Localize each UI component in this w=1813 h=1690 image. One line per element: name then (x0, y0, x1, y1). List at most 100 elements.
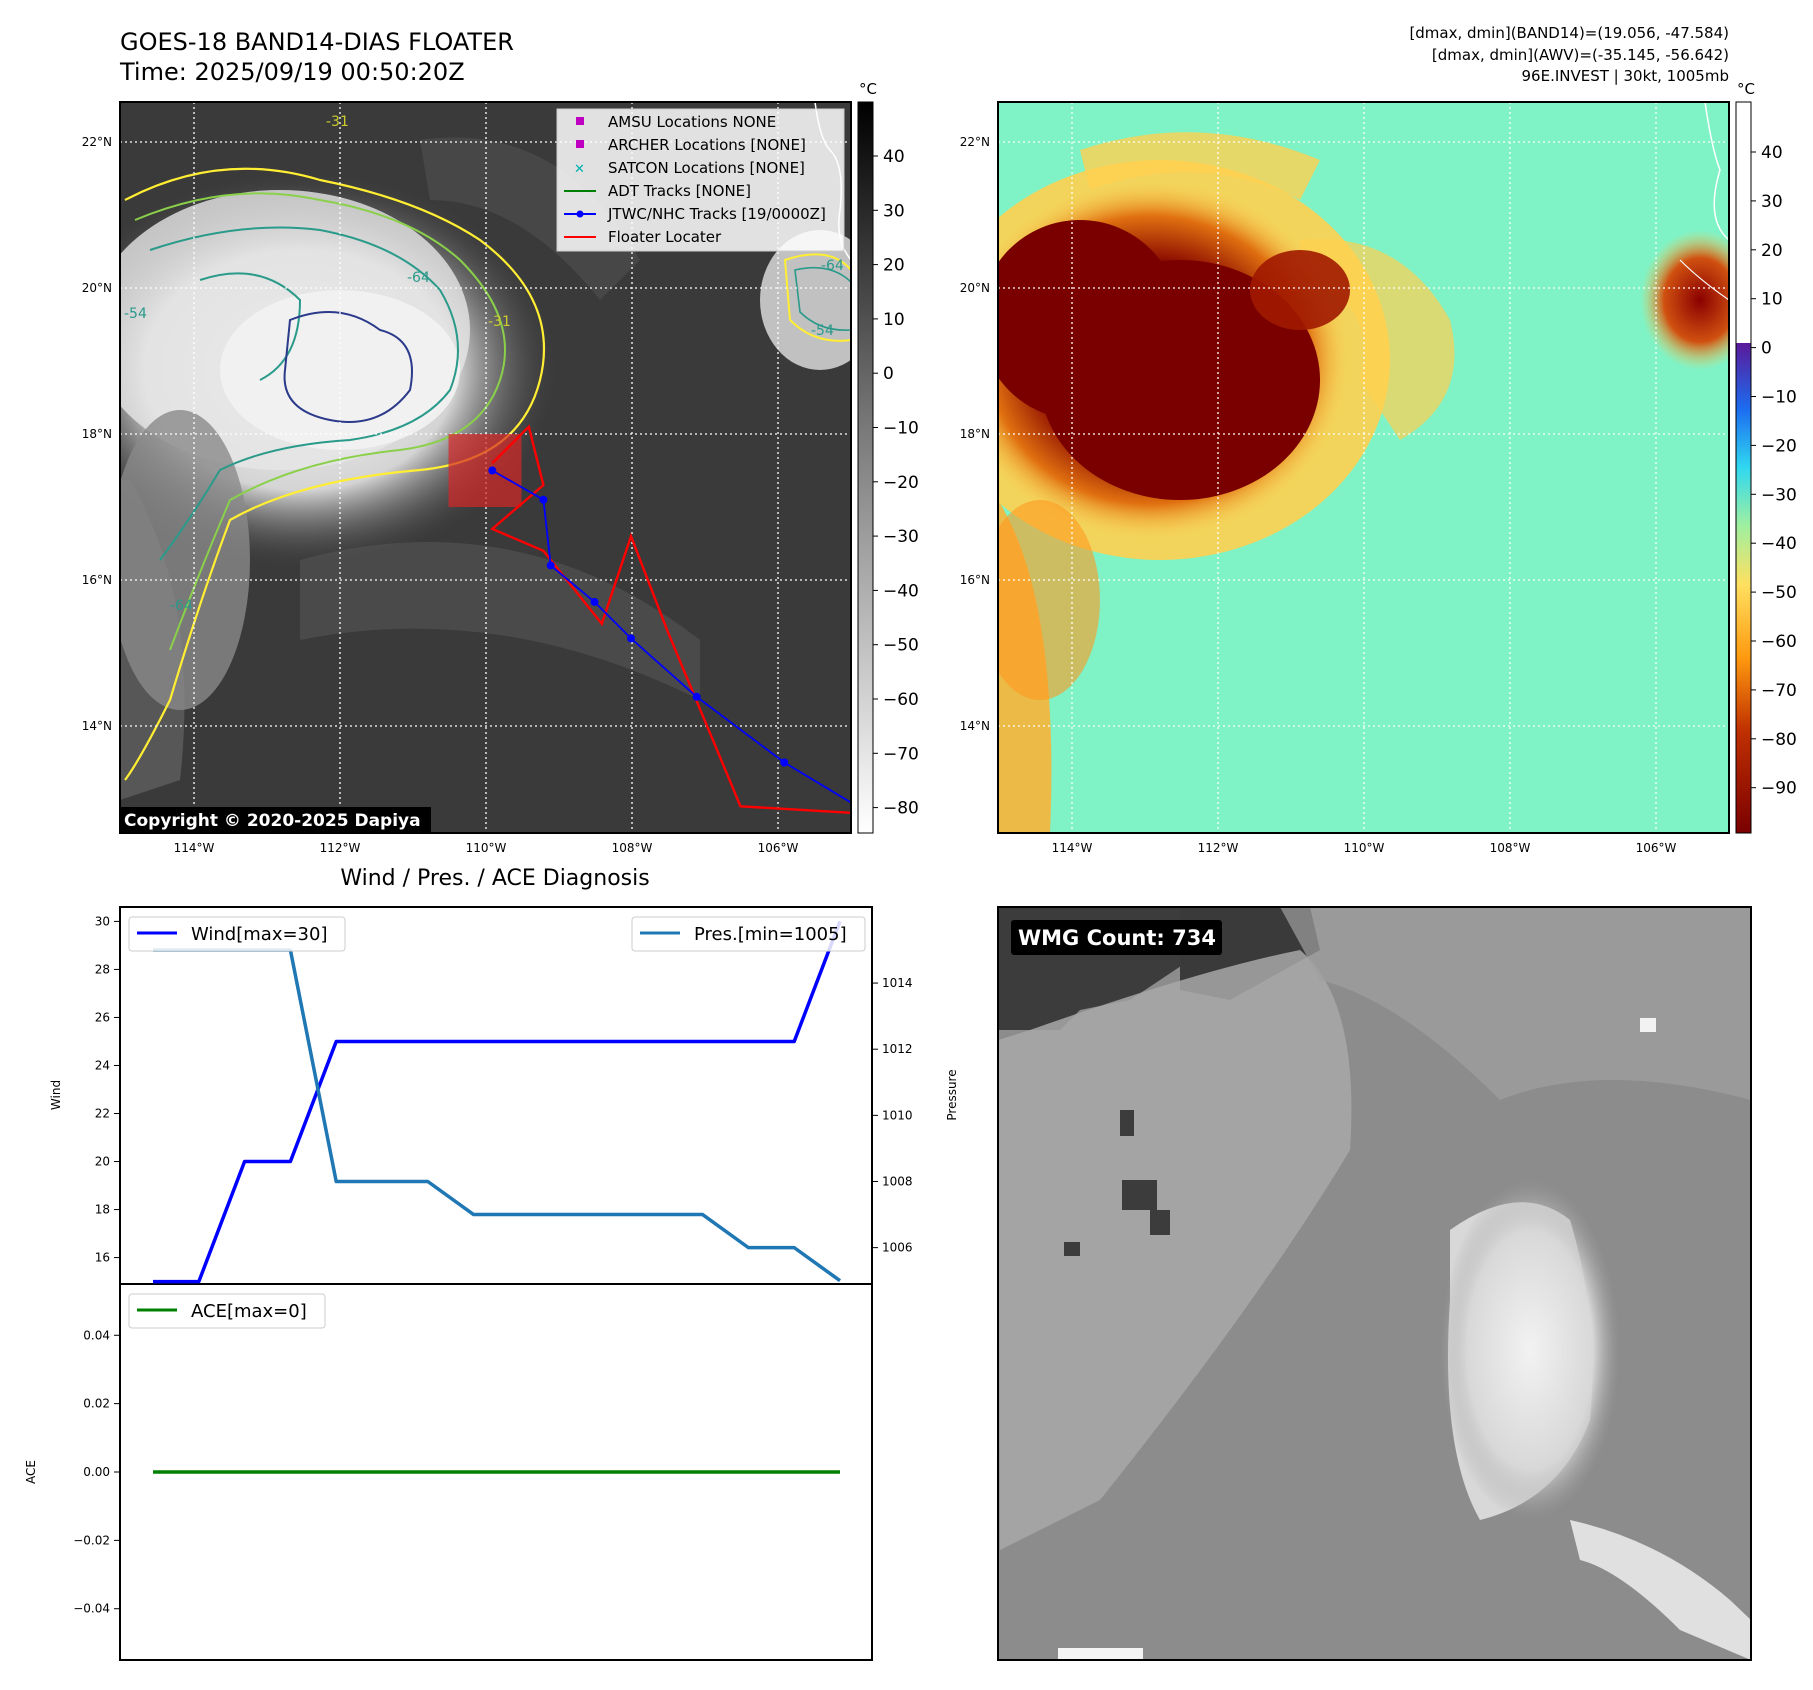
ace-legend: ACE[max=0] (128, 1293, 326, 1329)
axis-tick-label: 1010 (882, 1108, 913, 1122)
lon-label: 108°W (612, 841, 653, 855)
colorbar-tick-label: 0 (1761, 339, 1772, 359)
colorbar-tick-label: −30 (1761, 485, 1797, 505)
contour-label: -54 (811, 323, 834, 339)
colorbar-tick-label: −20 (1761, 436, 1797, 456)
colorbar-tick-label: −50 (883, 636, 919, 656)
archer-marker (576, 140, 584, 148)
ace-ylabel: ACE (24, 1460, 38, 1484)
axis-tick-label: −0.04 (73, 1602, 110, 1616)
colorbar-tick-label: 10 (1761, 290, 1783, 310)
lat-label: 20°N (82, 281, 112, 295)
lat-label: 22°N (960, 135, 990, 149)
axis-tick-label: 20 (95, 1155, 110, 1169)
info-band14: [dmax, dmin](BAND14)=(19.056, -47.584) (1409, 24, 1729, 42)
axis-tick-label: 0.04 (83, 1328, 110, 1342)
lon-label: 110°W (466, 841, 507, 855)
axis-tick-label: 0.02 (83, 1397, 110, 1411)
lat-label: 14°N (960, 719, 990, 733)
axis-tick-label: 1014 (882, 976, 913, 990)
axis-tick-label: −0.02 (73, 1533, 110, 1547)
lon-label: 112°W (1198, 841, 1239, 855)
jtwc-point (780, 758, 789, 767)
colorbar-tick-label: −80 (883, 799, 919, 819)
floater-line (490, 424, 851, 815)
colorbar-tick-label: 10 (883, 310, 905, 330)
wind-legend: Wind[max=30] (128, 916, 346, 952)
ir-map: -31 -54 -64 -31 -64 -54 -64 Copyright © … (82, 80, 919, 855)
colorbar-tick-label: −50 (1761, 583, 1797, 603)
lat-label: 18°N (960, 427, 990, 441)
axis-tick-label: 22 (95, 1107, 110, 1121)
lat-label: 14°N (82, 719, 112, 733)
satcon-marker: ✕ (574, 162, 585, 177)
wmg-imagery (998, 907, 1751, 1660)
legend-item: ARCHER Locations [NONE] (608, 136, 806, 154)
jtwc-line (491, 469, 851, 804)
axis-tick-label: 1012 (882, 1042, 913, 1056)
legend-item: AMSU Locations NONE (608, 113, 776, 131)
ir-colorbar: °C 40 30 20 10 0 −10 −20 −30 −40 −50 −60 −70 −80 (857, 80, 919, 834)
lat-label: 16°N (82, 573, 112, 587)
jtwc-track (488, 466, 851, 804)
colorbar-tick-label: 20 (883, 256, 905, 276)
contour-label: -64 (407, 270, 430, 286)
lon-label: 114°W (174, 841, 215, 855)
jtwc-point (539, 495, 548, 504)
copyright-box (121, 807, 431, 832)
lat-label: 20°N (960, 281, 990, 295)
figure-title: GOES-18 BAND14-DIAS FLOATER (120, 28, 514, 56)
wmg-panel: WMG Count: 734 (997, 906, 1752, 1661)
axis-tick-label: 30 (95, 914, 110, 928)
amsu-marker (576, 117, 584, 125)
axis-tick-label: 16 (95, 1251, 110, 1265)
info-storm: 96E.INVEST | 30kt, 1005mb (1522, 67, 1730, 85)
colorbar-tick-label: 40 (883, 147, 905, 167)
colorbar-tick-label: −60 (1761, 632, 1797, 652)
jtwc-point (590, 597, 599, 606)
copyright: Copyright © 2020-2025 Dapiya (124, 811, 421, 831)
awv-imagery (998, 102, 1729, 833)
pressure-ylabel: Pressure (945, 1069, 959, 1120)
axis-tick-label: 1008 (882, 1174, 913, 1188)
floater-locater (490, 424, 851, 815)
colorbar-tick-label: 0 (883, 364, 894, 384)
lon-label: 106°W (758, 841, 799, 855)
jtwc-point (627, 634, 635, 643)
wmg-count-box (1011, 920, 1222, 955)
figure-time: Time: 2025/09/19 00:50:20Z (119, 58, 465, 86)
lon-label: 110°W (1344, 841, 1385, 855)
ir-legend: AMSU Locations NONE ARCHER Locations [NO… (556, 108, 845, 252)
colorbar-tick-label: −30 (883, 527, 919, 547)
legend-item: JTWC/NHC Tracks [19/0000Z] (607, 205, 826, 223)
axis-tick-label: 1006 (882, 1241, 913, 1255)
contour-label: -31 (488, 314, 511, 330)
wind-legend-label: Wind[max=30] (191, 924, 328, 945)
ace-legend-label: ACE[max=0] (191, 1301, 307, 1322)
colorbar-tick-label: 30 (883, 201, 905, 221)
contour-label: -64 (170, 598, 193, 614)
lon-label: 114°W (1052, 841, 1093, 855)
colorbar-tick-label: −10 (883, 419, 919, 439)
colorbar-tick-label: −20 (883, 473, 919, 493)
axis-tick-label: 28 (95, 962, 110, 976)
colorbar-tick-label: −70 (883, 744, 919, 764)
contour-label: -64 (821, 258, 844, 274)
colorbar-tick-label: −90 (1761, 779, 1797, 799)
wind-ylabel: Wind (49, 1080, 63, 1110)
colorbar-tick-label: −40 (883, 581, 919, 601)
pres-legend-label: Pres.[min=1005] (694, 924, 847, 945)
colorbar-tick-label: −80 (1761, 730, 1797, 750)
info-awv: [dmax, dmin](AWV)=(-35.145, -56.642) (1432, 46, 1729, 64)
jtwc-point (692, 692, 701, 701)
diagnosis-panel: Wind / Pres. / ACE Diagnosis Wind Pressu… (24, 866, 959, 1661)
axis-tick-label: 26 (95, 1010, 110, 1024)
legend-item: Floater Locater (608, 228, 722, 246)
contour-label: -54 (124, 306, 147, 322)
awv-colorbar: °C 40 30 20 10 0 −10 −20 −30 −40 −50 −60 −70 −80 −90 (1735, 80, 1797, 834)
awv-map: 22°N 20°N 18°N 16°N 14°N 114°W 112°W 110… (960, 80, 1797, 855)
lat-label: 18°N (82, 427, 112, 441)
colorbar-unit: °C (859, 80, 877, 98)
contour-label: -31 (326, 114, 349, 130)
